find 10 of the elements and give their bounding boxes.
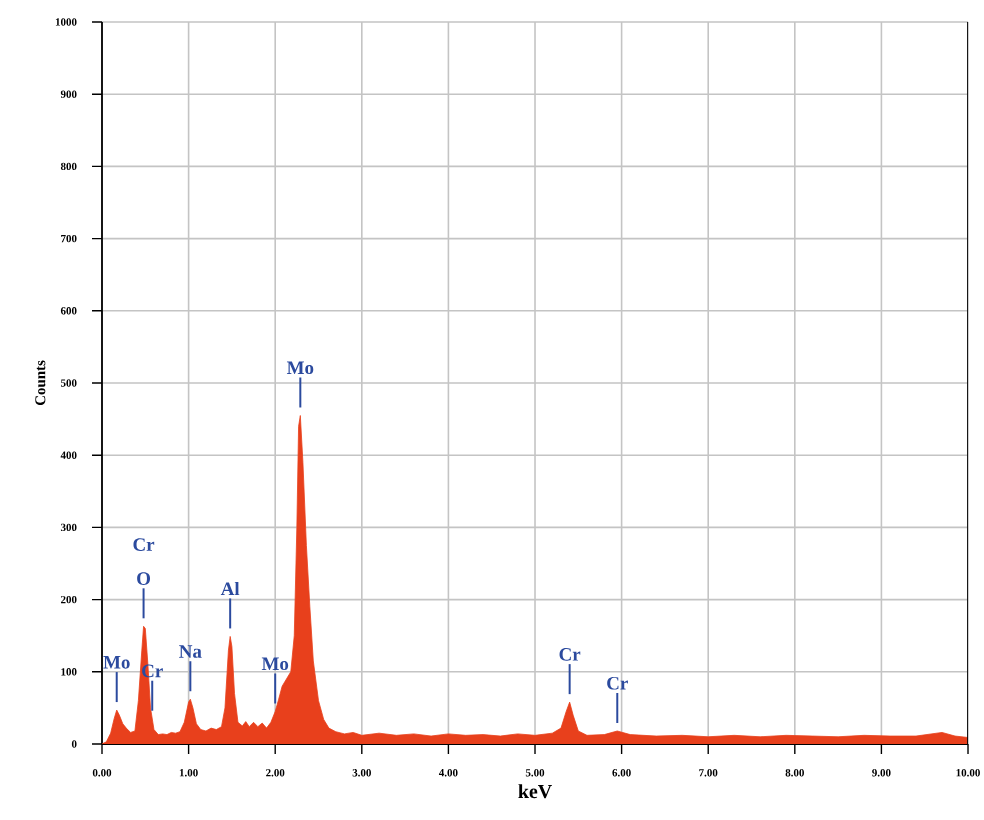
annotation: Cr — [559, 648, 581, 661]
annotation: Na — [179, 645, 202, 658]
annotation: Mo — [103, 656, 130, 669]
annotation: Al — [220, 581, 240, 596]
x-axis-title: keV — [518, 784, 552, 799]
annotation: Mo — [286, 361, 314, 375]
annotation: O — [137, 572, 151, 585]
annotation: Mo — [261, 657, 289, 671]
annotation: Cr — [607, 676, 628, 690]
annotation: Cr — [133, 538, 155, 551]
